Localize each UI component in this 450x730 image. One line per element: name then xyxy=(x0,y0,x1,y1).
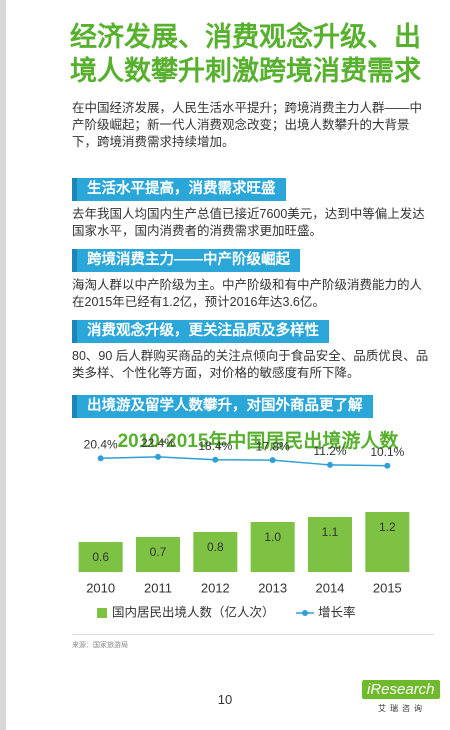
brand-logo: iResearch xyxy=(362,680,440,699)
line-point xyxy=(212,456,219,463)
legend-dot xyxy=(302,610,308,616)
x-tick-label: 2011 xyxy=(144,580,172,595)
bar-label: 0.6 xyxy=(92,550,109,564)
source: 来源：国家旅游局 xyxy=(72,642,128,649)
line-point xyxy=(269,457,276,464)
brand-name: 艾瑞咨询 xyxy=(378,704,426,713)
line-point xyxy=(327,461,333,468)
bar xyxy=(365,512,410,572)
section-heading: 跨境消费主力——中产阶级崛起 xyxy=(72,249,300,272)
point-label: 10.1% xyxy=(370,445,404,459)
section-heading: 出境游及留学人数攀升，对国外商品更了解 xyxy=(72,395,373,418)
bar xyxy=(250,522,295,572)
x-tick-label: 2012 xyxy=(201,580,230,595)
section-heading: 生活水平提高，消费需求旺盛 xyxy=(72,178,286,201)
point-label: 17.8% xyxy=(256,439,290,453)
bar xyxy=(136,537,180,572)
section-heading: 消费观念升级，更关注品质及多样性 xyxy=(72,320,329,343)
page-number: 10 xyxy=(217,692,233,707)
bar-label: 0.8 xyxy=(207,540,224,554)
legend-label: 国内居民出境人数（亿人次） xyxy=(112,604,275,619)
x-tick-label: 2014 xyxy=(316,580,345,595)
bar xyxy=(193,532,238,572)
legend-swatch xyxy=(97,608,107,618)
bar-label: 1.1 xyxy=(322,525,339,539)
line-point xyxy=(384,462,391,469)
line-point xyxy=(155,453,161,460)
divider xyxy=(72,634,434,635)
x-tick-label: 2010 xyxy=(86,580,115,595)
point-label: 11.2% xyxy=(313,444,346,458)
bar-label: 1.2 xyxy=(379,520,396,534)
x-tick-label: 2013 xyxy=(258,580,287,595)
bar xyxy=(78,542,123,572)
section-text: 海淘人群以中产阶级为主。中产阶级和有中产阶级消费能力的人在2015年已经有1.2… xyxy=(72,278,423,309)
title-line: 经济发展、消费观念升级、出 xyxy=(70,22,421,52)
intro: 在中国经济发展，人民生活水平提升；跨境消费主力人群——中产阶级崛起；新一代人消费… xyxy=(72,101,423,149)
chart-title: 2010-2015年中国居民出境游人数 xyxy=(118,429,400,452)
page-edge xyxy=(0,0,6,730)
line xyxy=(100,456,388,467)
legend-label: 增长率 xyxy=(318,604,356,619)
x-tick-label: 2015 xyxy=(373,580,402,595)
section-text: 去年我国人均国内生产总值已接近7600美元，达到中等偏上发达国家水平，国内消费者… xyxy=(72,207,425,238)
point-label: 18.4% xyxy=(198,439,232,453)
bar-label: 1.0 xyxy=(264,530,281,544)
chart: 2010-2015年中国居民出境游人数 0.6 0.7 0.8 1.0 1.1 1.2 20… xyxy=(78,429,410,619)
point-label: 22.4% xyxy=(141,436,175,450)
line-point xyxy=(97,455,104,462)
bar-label: 0.7 xyxy=(150,545,167,559)
title-line: 境人数攀升刺激跨境消费需求 xyxy=(70,56,421,86)
bar xyxy=(308,517,352,572)
point-label: 20.4% xyxy=(84,437,118,451)
title: 经济发展、消费观念升级、出 境人数攀升刺激跨境消费需求 xyxy=(70,20,421,88)
section-text: 80、90 后人群购买商品的关注点倾向于食品安全、品质优良、品类多样、个性化等方… xyxy=(72,349,429,380)
